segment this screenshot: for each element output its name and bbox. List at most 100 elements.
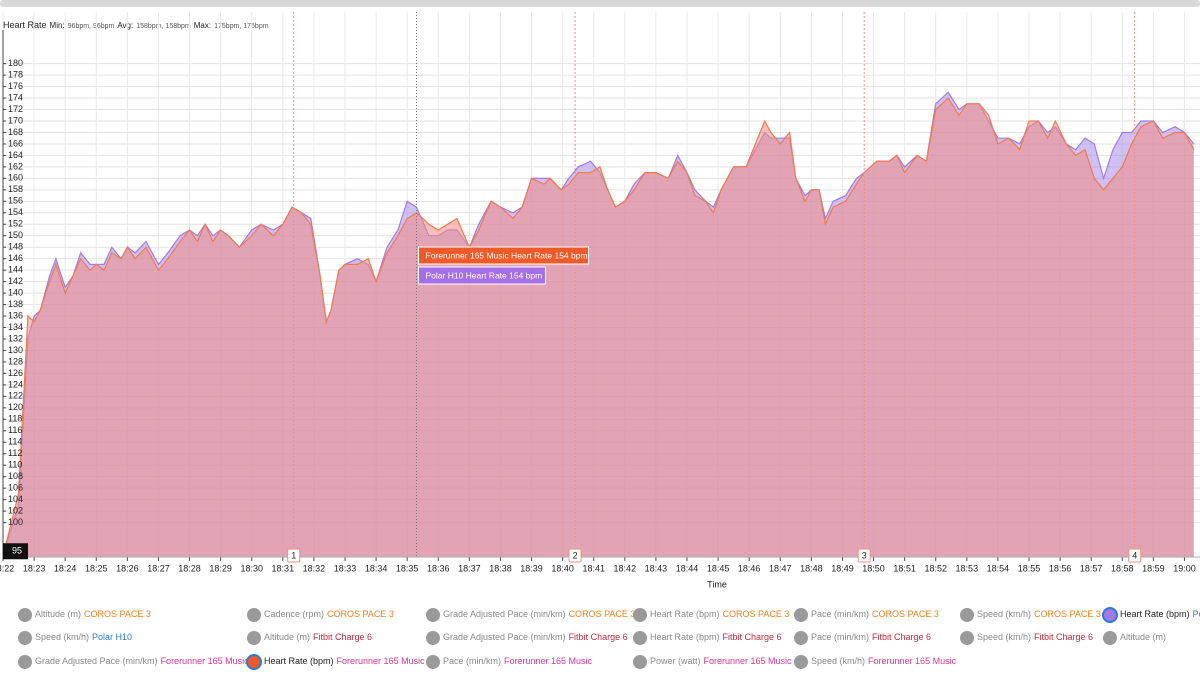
- legend-item[interactable]: Heart Rate (bpm) Forerunner 165 Music: [246, 654, 425, 670]
- legend-device: COROS PACE 3: [569, 609, 636, 619]
- x-tick-label: 18:35: [396, 563, 419, 573]
- legend-metric: Grade Adjusted Pace (min/km): [35, 656, 158, 666]
- x-tick-label: 18:47: [769, 563, 792, 573]
- legend-icon: [426, 655, 440, 669]
- x-tick-label: 18:40: [551, 563, 574, 573]
- legend-item[interactable]: Pace (min/km) COROS PACE 3: [794, 608, 939, 622]
- y-tick-label: 120: [8, 402, 23, 412]
- lap-label: 2: [573, 550, 578, 560]
- legend-item[interactable]: Altitude (m) COROS PACE 3: [18, 608, 151, 622]
- legend-icon: [426, 608, 440, 622]
- x-tick-label: 18:26: [116, 563, 139, 573]
- legend-device: Fitbit Charge 6: [1034, 632, 1093, 642]
- legend-metric: Altitude (m): [264, 632, 310, 642]
- y-tick-label: 134: [8, 322, 23, 332]
- legend-item[interactable]: Heart Rate (bpm) COROS PACE 3: [633, 608, 789, 622]
- legend-device: Forerunner 165 Music: [704, 656, 793, 666]
- legend-device: Polar H10: [92, 632, 132, 642]
- x-tick-label: 18:29: [209, 563, 232, 573]
- x-tick-label: 18:22: [0, 563, 14, 573]
- legend-device: Forerunner 165 Music: [868, 656, 957, 666]
- y-tick-label: 102: [8, 505, 23, 515]
- x-tick-label: 18:59: [1142, 563, 1165, 573]
- lap-marker[interactable]: [568, 548, 582, 563]
- x-tick-label: 18:37: [458, 563, 481, 573]
- legend-device: COROS PACE 3: [723, 609, 790, 619]
- legend-device: Forerunner 165 Music: [161, 656, 250, 666]
- scrollbar[interactable]: [0, 0, 1200, 7]
- legend-item[interactable]: Power (watt) Forerunner 165 Music: [633, 655, 792, 669]
- y-tick-label: 130: [8, 345, 23, 355]
- stat-value: 158bpm, 158bpm: [136, 23, 191, 30]
- y-tick-label: 152: [8, 219, 23, 229]
- legend-item[interactable]: Speed (km/h) Forerunner 165 Music: [794, 655, 957, 669]
- y-tick-label: 154: [8, 207, 23, 217]
- legend-metric: Heart Rate (bpm): [650, 609, 720, 619]
- legend-item[interactable]: Grade Adjusted Pace (min/km) Fitbit Charg…: [426, 631, 628, 645]
- legend-text: Grade Adjusted Pace (min/km) Forerunner 1…: [35, 656, 249, 666]
- legend-text: Altitude (m) COROS PACE 3: [35, 609, 151, 619]
- legend-device: COROS PACE 3: [84, 609, 151, 619]
- legend-text: Pace (min/km) COROS PACE 3: [811, 609, 939, 619]
- legend-device: COROS PACE 3: [872, 609, 939, 619]
- x-tick-label: 18:45: [707, 563, 730, 573]
- x-tick-label: 18:27: [147, 563, 170, 573]
- tooltip-text: Forerunner 165 Music Heart Rate 154 bpm: [426, 250, 588, 260]
- chart-stats: Heart Rate Min: 96bpm, 96bpm Avg: 158bpm, 15…: [3, 20, 269, 30]
- legend-text: Cadence (rpm) COROS PACE 3: [264, 609, 394, 619]
- y-tick-label: 124: [8, 379, 23, 389]
- x-tick-label: 18:28: [178, 563, 201, 573]
- x-tick-label: 19:00: [1173, 563, 1196, 573]
- y-tick-label: 140: [8, 287, 23, 297]
- y-tick-label: 148: [8, 242, 23, 252]
- legend-text: Altitude (m) Fitbit Charge 6: [264, 632, 372, 642]
- legend-text: Speed (km/h) Forerunner 165 Music: [811, 656, 957, 666]
- y-tick-label: 104: [8, 494, 23, 504]
- legend-icon: [633, 631, 647, 645]
- x-tick-label: 18:25: [85, 563, 108, 573]
- legend-item[interactable]: Cadence (rpm) COROS PACE 3: [247, 608, 394, 622]
- legend-icon: [794, 655, 808, 669]
- legend-icon: [18, 631, 32, 645]
- x-tick-label: 18:50: [862, 563, 885, 573]
- x-tick-label: 18:34: [365, 563, 388, 573]
- legend-metric: Grade Adjusted Pace (min/km): [443, 609, 566, 619]
- legend-item[interactable]: Pace (min/km) Fitbit Charge 6: [794, 631, 931, 645]
- legend-item[interactable]: Heart Rate (bpm) Fitbit Charge 6: [633, 631, 782, 645]
- lap-marker[interactable]: [287, 548, 301, 563]
- lap-label: 1: [291, 550, 296, 560]
- cursor-y-box: [3, 543, 28, 560]
- x-tick-label: 18:51: [893, 563, 916, 573]
- legend-text: Grade Adjusted Pace (min/km) COROS PACE 3: [443, 609, 635, 619]
- legend-item[interactable]: Grade Adjusted Pace (min/km) COROS PACE 3: [426, 608, 635, 622]
- y-tick-label: 138: [8, 299, 23, 309]
- legend-text: Heart Rate (bpm)Polar H10: [1120, 609, 1200, 619]
- y-tick-label: 164: [8, 150, 23, 160]
- y-tick-label: 126: [8, 368, 23, 378]
- x-tick-label: 18:44: [676, 563, 699, 573]
- x-tick-label: 18:39: [520, 563, 543, 573]
- legend-item[interactable]: Speed (km/h) Fitbit Charge 6: [960, 631, 1093, 645]
- lap-marker[interactable]: [1128, 548, 1142, 563]
- legend-item[interactable]: Heart Rate (bpm)Polar H10: [1102, 607, 1200, 623]
- lap-label: 4: [1132, 550, 1137, 560]
- legend-item[interactable]: Speed (km/h) Polar H10: [18, 631, 132, 645]
- legend-text: Heart Rate (bpm) Fitbit Charge 6: [650, 632, 782, 642]
- legend-metric: Altitude (m): [1120, 632, 1166, 642]
- legend-metric: Speed (km/h): [977, 609, 1031, 619]
- lap-marker[interactable]: [857, 548, 871, 563]
- legend-item[interactable]: Pace (min/km) Forerunner 165 Music: [426, 655, 593, 669]
- stat-label: Min:: [50, 21, 65, 30]
- legend-text: Pace (min/km) Forerunner 165 Music: [443, 656, 593, 666]
- legend-item[interactable]: Altitude (m): [1103, 631, 1166, 645]
- legend-item[interactable]: Speed (km/h) COROS PACE 3: [960, 608, 1101, 622]
- x-axis-title: Time: [707, 579, 727, 589]
- legend-item[interactable]: Grade Adjusted Pace (min/km) Forerunner 1…: [18, 655, 249, 669]
- legend-item[interactable]: Altitude (m) Fitbit Charge 6: [247, 631, 372, 645]
- y-tick-label: 132: [8, 333, 23, 343]
- legend-device: COROS PACE 3: [327, 609, 394, 619]
- y-tick-label: 146: [8, 253, 23, 263]
- legend-metric: Speed (km/h): [977, 632, 1031, 642]
